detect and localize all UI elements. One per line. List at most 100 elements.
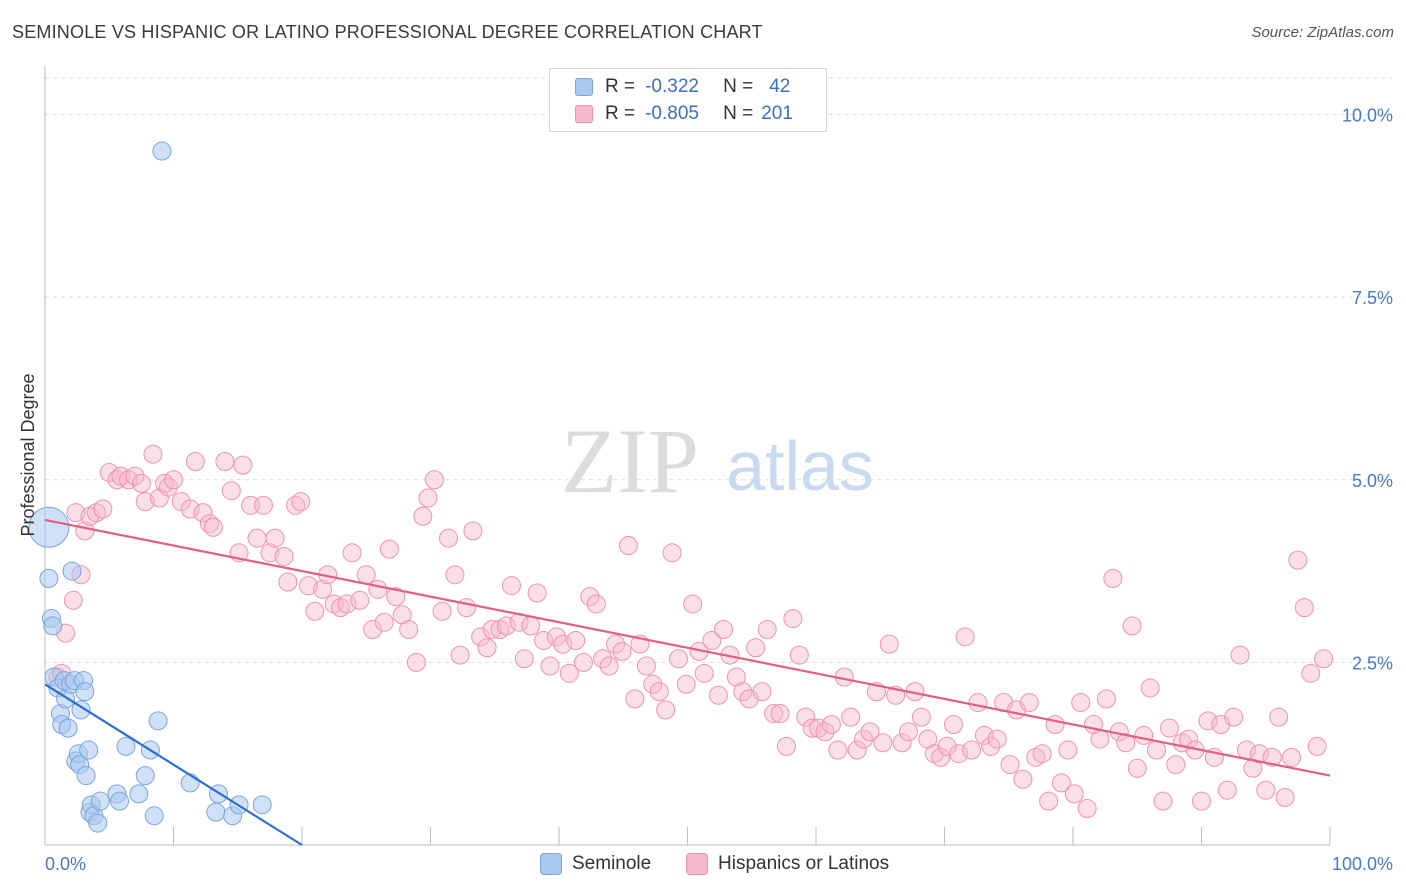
hispanic-point (873, 733, 893, 753)
hispanic-point (593, 649, 613, 669)
hispanic-point (892, 733, 912, 753)
legend-row-hispanic: R = -0.805 N = 201 (550, 101, 793, 127)
trend-lines (44, 518, 1331, 846)
seminole-point (71, 700, 91, 720)
seminole-trend-line (44, 683, 303, 846)
hispanic-point (313, 579, 333, 599)
hispanic-point (1064, 784, 1084, 804)
seminole-point (79, 740, 99, 760)
hispanic-point (586, 594, 606, 614)
hispanic-point (286, 495, 306, 515)
hispanic-point (821, 714, 841, 734)
hispanic-point (573, 652, 593, 672)
hispanic-point (337, 594, 357, 614)
hispanic-point (789, 645, 809, 665)
bottom-legend-hispanic: Hispanics or Latinos (686, 851, 889, 877)
hispanic-point (274, 546, 294, 566)
hispanic-point (1224, 707, 1244, 727)
hispanic-point (119, 470, 139, 490)
hispanic-point (618, 536, 638, 556)
hispanic-point (540, 656, 560, 676)
hispanic-point (708, 685, 728, 705)
hispanic-point (713, 620, 733, 640)
hispanic-point (943, 714, 963, 734)
hispanic-point (752, 682, 772, 702)
hispanic-point (669, 649, 689, 669)
hispanic-point (643, 674, 663, 694)
hispanic-point (356, 565, 376, 585)
hispanic-point (1103, 568, 1123, 588)
hispanic-point (438, 528, 458, 548)
hispanic-point (363, 620, 383, 640)
hispanic-point (559, 663, 579, 683)
hispanic-point (1039, 791, 1059, 811)
hispanic-point (143, 444, 163, 464)
hispanic-point (815, 722, 835, 742)
hispanic-point (981, 736, 1001, 756)
hispanic-point (1256, 780, 1276, 800)
tick-labels: 2.5% 5.0% 7.5% 10.0% 0.0% 100.0% (45, 106, 1393, 874)
seminole-point (129, 784, 149, 804)
hispanic-point (86, 503, 106, 523)
hispanic-point (955, 627, 975, 647)
watermark: ZIP atlas (561, 410, 874, 512)
hispanic-point (93, 499, 113, 519)
hispanic-point (305, 601, 325, 621)
hispanic-point (1294, 598, 1314, 618)
hispanic-point (199, 514, 219, 534)
seminole-point (110, 791, 130, 811)
hispanic-point (1153, 791, 1173, 811)
hispanic-point (1230, 645, 1250, 665)
seminole-point (75, 682, 95, 702)
hispanic-point (221, 481, 241, 501)
hispanic-point (1217, 780, 1237, 800)
hispanic-point (471, 627, 491, 647)
hispanic-point (456, 598, 476, 618)
hispanic-point (386, 587, 406, 607)
seminole-point (144, 806, 164, 826)
source-label: Source: ZipAtlas.com (1251, 24, 1394, 41)
hispanic-point (828, 740, 848, 760)
y-axis-label: Professional Degree (18, 373, 38, 536)
hispanic-point (987, 729, 1007, 749)
hispanic-point (331, 598, 351, 618)
hispanic-point (1262, 747, 1282, 767)
seminole-point (39, 568, 59, 588)
hispanic-point (968, 693, 988, 713)
hispanic-point (860, 722, 880, 742)
hispanic-point (521, 616, 541, 636)
hispanic-point (1090, 729, 1110, 749)
hispanic-point (1096, 689, 1116, 709)
hispanic-point (432, 601, 452, 621)
hispanic-point (757, 620, 777, 640)
hispanic-point (662, 543, 682, 563)
x-tick-label: 100.0% (1332, 854, 1393, 874)
hispanic-point (553, 634, 573, 654)
seminole-point (58, 718, 78, 738)
hispanic-point (783, 609, 803, 629)
hispanic-point (278, 572, 298, 592)
y-tick-label: 7.5% (1352, 288, 1393, 308)
hispanic-point (514, 649, 534, 669)
y-tick-label: 2.5% (1352, 653, 1393, 673)
seminole-legend-swatch (540, 853, 562, 875)
seminole-point (28, 506, 70, 548)
hispanic-point (1307, 736, 1327, 756)
hispanic-point (1032, 744, 1052, 764)
hispanic-point (1140, 678, 1160, 698)
seminole-point (76, 766, 96, 786)
hispanic-point (424, 470, 444, 490)
bottom-legend-seminole: Seminole (540, 851, 651, 877)
legend-r-value: -0.805 (645, 103, 699, 124)
hispanic-point (135, 492, 155, 512)
legend-n-label: N = (723, 103, 754, 124)
hispanic-point (606, 634, 626, 654)
hispanic-point (1314, 649, 1334, 669)
hispanic-point (599, 656, 619, 676)
hispanic-point (379, 539, 399, 559)
hispanic-point (961, 740, 981, 760)
seminole-point (88, 813, 108, 833)
hispanic-point (1192, 791, 1211, 811)
hispanic-point (847, 740, 867, 760)
hispanic-point (350, 590, 370, 610)
